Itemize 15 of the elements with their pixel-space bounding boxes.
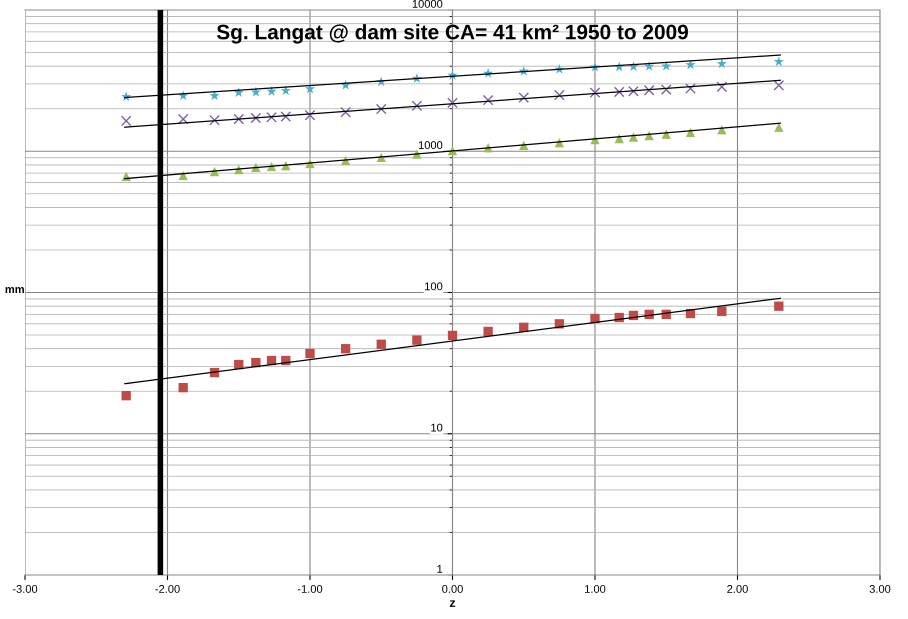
x-tick-label: 2.00 — [727, 585, 748, 593]
x-tick-label: -3.00 — [12, 585, 38, 593]
y-tick-label: 10000 — [412, 0, 442, 8]
x-tick-label: 3.00 — [870, 585, 890, 593]
x-tick-label: 1.00 — [585, 585, 606, 593]
text: Sg. Langat @ dam site CA= 41 km² 1950 to 2009 — [216, 24, 688, 44]
y-tick-label: 1000 — [418, 141, 442, 150]
y-axis-title: mm — [6, 287, 24, 294]
x-tick-label: -2.00 — [155, 585, 180, 593]
y-tick-label: 10 — [431, 424, 442, 432]
x-tick-label: -1.00 — [298, 585, 322, 593]
y-tick-label: 100 — [425, 282, 442, 290]
y-tick-label: 1 — [437, 565, 442, 573]
x-tick-label: 0.00 — [442, 585, 463, 593]
x-axis-title: z — [450, 600, 456, 607]
